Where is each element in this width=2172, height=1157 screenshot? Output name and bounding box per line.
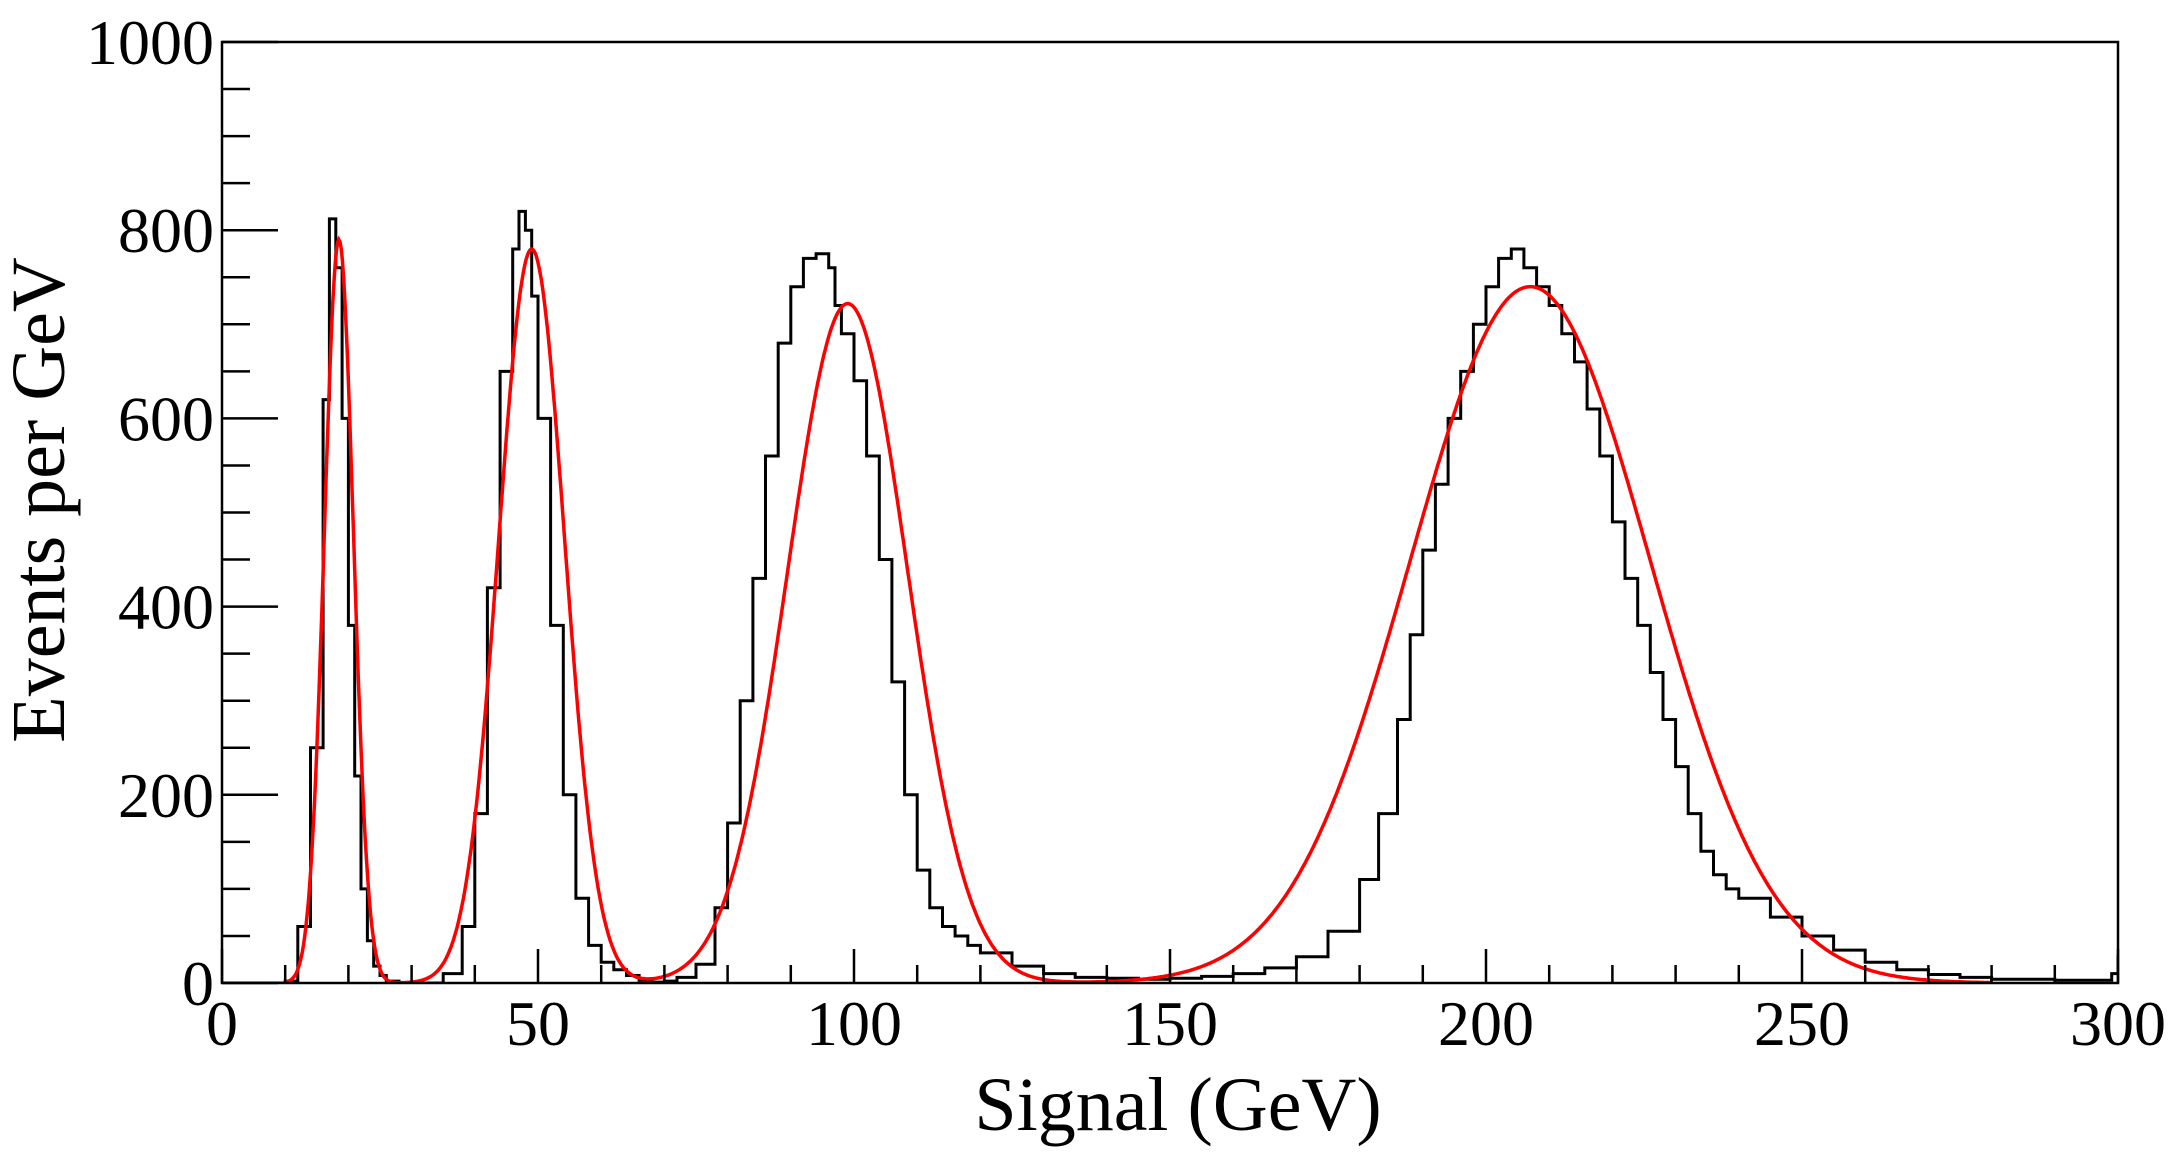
x-tick-label: 100: [806, 988, 902, 1059]
x-tick-label: 50: [506, 988, 570, 1059]
x-tick-label: 0: [206, 988, 238, 1059]
x-tick-label: 300: [2070, 988, 2166, 1059]
axes: 0 50 100 150 200 250 300 0 200 400 600 800 1000: [86, 7, 2166, 1059]
y-tick-label: 800: [118, 195, 214, 266]
x-tick-label: 150: [1122, 988, 1218, 1059]
plot-area: [222, 209, 2118, 983]
plot-frame: [220, 40, 2120, 985]
y-axis-title: Events per GeV: [0, 257, 81, 743]
histogram-series: [222, 209, 2118, 983]
x-tick-label: 200: [1438, 988, 1534, 1059]
y-tick-label: 0: [182, 948, 214, 1019]
y-tick-label: 600: [118, 383, 214, 454]
x-axis-title: Signal (GeV): [974, 1063, 1381, 1147]
y-tick-label: 400: [118, 572, 214, 643]
y-tick-label: 200: [118, 760, 214, 831]
y-axis-title-group: Events per GeV: [0, 257, 81, 743]
x-tick-label: 250: [1754, 988, 1850, 1059]
fit-curve: [284, 235, 1992, 983]
y-tick-label: 1000: [86, 7, 214, 78]
